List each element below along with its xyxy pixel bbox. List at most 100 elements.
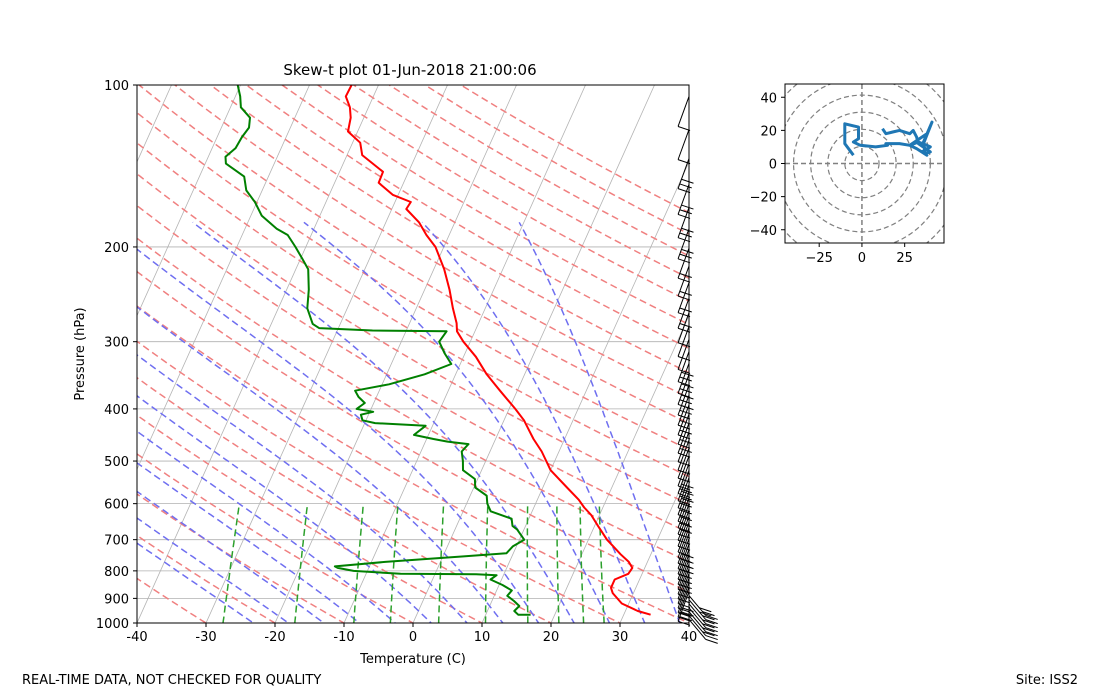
mixing-ratio-line: [294, 503, 309, 623]
wind-barb-flag: [679, 290, 692, 296]
wind-barb: [677, 404, 692, 440]
wind-barb-flag: [677, 355, 691, 361]
wind-barb-flag: [679, 388, 692, 394]
moist-adiabat: [137, 305, 504, 623]
wind-barb-shaft: [677, 455, 690, 487]
x-tick-label: -10: [333, 630, 354, 645]
wind-barb: [677, 265, 692, 301]
wind-barb-flag: [677, 607, 691, 613]
wind-barb-flag: [677, 520, 691, 526]
wind-barb: [677, 351, 694, 387]
wind-barb-flag: [679, 183, 692, 189]
moist-adiabat: [137, 354, 468, 623]
wind-barb-flag: [677, 593, 691, 599]
isotherm-line: [619, 468, 689, 623]
wind-barb-flag: [702, 631, 715, 637]
wind-barb-flag: [677, 527, 691, 533]
wind-barb-flag: [702, 615, 715, 621]
wind-barb: [677, 455, 691, 491]
moist-adiabat: [137, 461, 361, 623]
wind-barb-flag: [705, 614, 718, 620]
dry-adiabat: [137, 577, 208, 623]
y-tick-label: 700: [104, 534, 129, 549]
wind-barb-flag: [677, 469, 691, 475]
wind-barb-flag: [677, 452, 691, 458]
dry-adiabat: [137, 453, 415, 623]
mixing-ratio-line: [389, 503, 399, 623]
wind-barb-shaft: [688, 595, 707, 616]
wind-barb: [688, 603, 718, 629]
wind-barb-flag: [705, 631, 718, 637]
dry-adiabat: [137, 141, 689, 478]
dry-adiabat: [137, 172, 689, 506]
wind-barb-flag: [681, 553, 694, 559]
hodograph-y-tick-label: −40: [750, 224, 777, 239]
wind-barb: [677, 247, 692, 283]
wind-barb: [677, 184, 694, 219]
x-tick-label: -20: [264, 630, 285, 645]
hodograph-y-tick-label: 20: [760, 124, 777, 139]
moist-adiabat: [421, 221, 646, 623]
wind-barb: [688, 599, 718, 625]
x-tick-label: 40: [681, 630, 698, 645]
wind-barbs: [677, 96, 718, 644]
wind-barb-flag: [677, 213, 691, 219]
hodograph-trace: [843, 120, 934, 157]
x-tick-label: 30: [612, 630, 629, 645]
hodograph-x-tick-label: −25: [805, 251, 832, 266]
wind-barb-flag: [681, 371, 694, 377]
chart-series: [224, 85, 651, 616]
wind-barb: [677, 394, 692, 430]
hodograph-plot: [785, 84, 944, 243]
x-axis-label: Temperature (C): [359, 652, 466, 667]
y-tick-label: 200: [104, 241, 129, 256]
wind-barb: [677, 339, 691, 374]
isotherm-line: [205, 85, 448, 623]
wind-barb-flag: [681, 204, 694, 210]
moist-adiabat: [137, 248, 540, 623]
wind-barb-flag: [681, 483, 694, 489]
wind-barb-flag: [681, 227, 694, 233]
wind-barb-shaft: [677, 568, 690, 600]
wind-barb-flag: [677, 237, 691, 243]
wind-barb-flag: [679, 409, 692, 415]
wind-barb-flag: [677, 327, 691, 333]
mixing-ratio-line: [579, 503, 585, 623]
wind-barb-flag: [679, 611, 692, 617]
dry-adiabat: [138, 85, 689, 425]
x-tick-label: -40: [126, 630, 147, 645]
wind-barb: [677, 497, 692, 533]
wind-barb-flag: [679, 376, 692, 382]
wind-barb: [688, 615, 718, 641]
wind-barb-flag: [699, 607, 712, 613]
hodograph-y-tick-label: −20: [750, 191, 777, 206]
x-tick-label: 10: [474, 630, 491, 645]
wind-barb-flag: [679, 522, 692, 528]
y-tick-label: 300: [104, 336, 129, 351]
wind-barb-flag: [705, 638, 718, 644]
wind-barb-flag: [705, 619, 718, 625]
hodograph: −25 0 25 −40 −20 0 20 40: [750, 83, 945, 266]
y-tick-label: 400: [104, 403, 129, 418]
wind-barb-flag: [677, 295, 691, 301]
wind-barb-flag: [679, 488, 692, 494]
wind-barb: [677, 158, 694, 194]
wind-barb-flag: [679, 307, 692, 313]
moist-adiabat: [137, 430, 397, 623]
mixing-ratio-line: [598, 503, 605, 623]
wind-barb-flag: [679, 528, 692, 534]
wind-barb-shaft: [677, 129, 690, 160]
wind-barb-flag: [702, 627, 715, 633]
hodograph-x-tick-label: 25: [896, 251, 913, 266]
dry-adiabat: [210, 85, 689, 374]
wind-barb-flag: [702, 611, 715, 617]
wind-barb-flag: [677, 507, 691, 513]
wind-barb-flag: [677, 612, 691, 618]
wind-barb: [677, 297, 692, 333]
wind-barb-flag: [681, 607, 694, 613]
quality-disclaimer: REAL-TIME DATA, NOT CHECKED FOR QUALITY: [22, 673, 322, 688]
moist-adiabat: [137, 542, 255, 623]
wind-barb-flag: [679, 419, 692, 425]
wind-barb-flag: [677, 588, 691, 594]
